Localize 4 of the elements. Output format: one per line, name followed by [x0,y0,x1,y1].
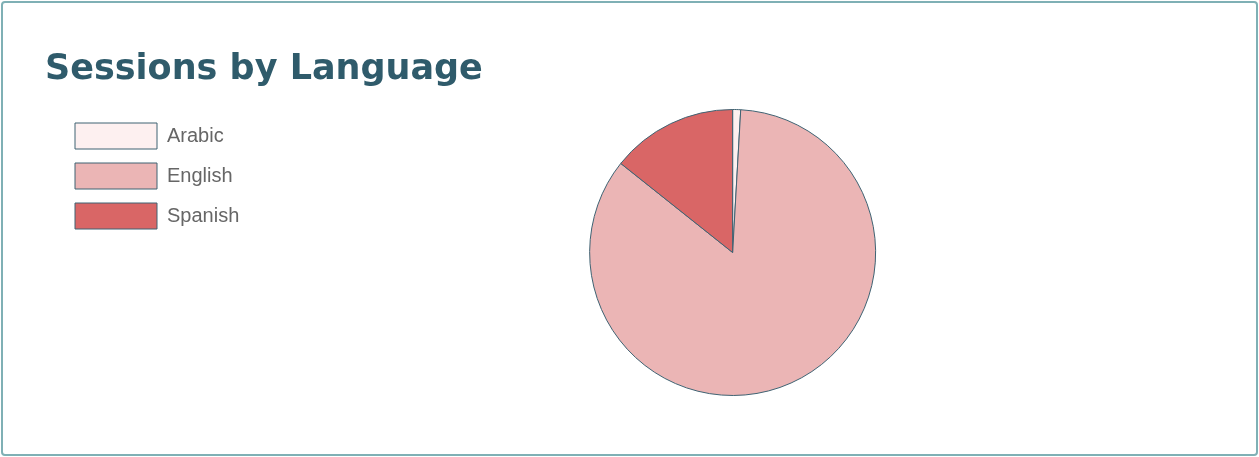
chart-title: Sessions by Language [45,47,483,87]
legend-label: Spanish [167,203,240,226]
legend-label: Arabic [167,123,224,146]
legend-label: English [167,163,233,186]
